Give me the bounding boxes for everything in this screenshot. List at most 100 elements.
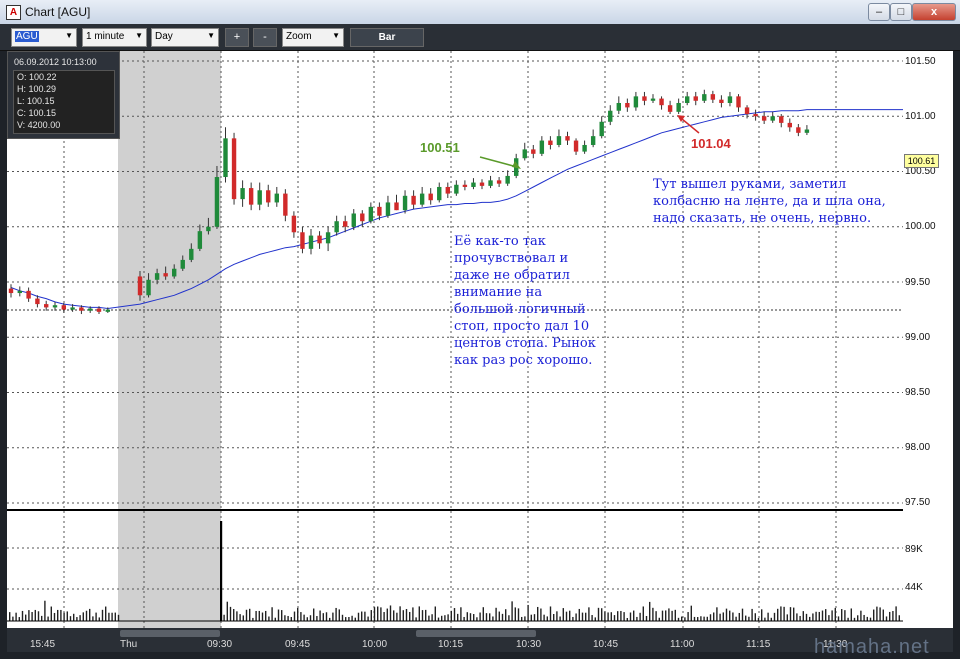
volume-bar — [741, 608, 744, 621]
bar-type-button[interactable]: Bar — [350, 28, 424, 47]
candle-up — [334, 221, 339, 233]
time-tick: 10:45 — [593, 639, 619, 650]
note-line: Её как-то так — [454, 234, 546, 249]
volume-bar — [316, 616, 318, 621]
candle-up — [385, 202, 391, 216]
zoom-select[interactable]: Zoom ▼ — [282, 28, 344, 47]
candle-up — [88, 308, 93, 311]
candle-up — [437, 186, 442, 201]
volume-bar — [588, 607, 590, 621]
chart-area[interactable] — [7, 51, 903, 628]
candle-up — [105, 309, 110, 312]
volume-bar — [700, 616, 702, 621]
volume-bar — [441, 615, 443, 621]
volume-bar — [645, 615, 648, 621]
volume-bar — [466, 612, 468, 621]
volume-bar — [847, 617, 849, 621]
volume-bar — [357, 612, 360, 621]
maximize-button[interactable]: □ — [890, 3, 912, 21]
volume-bar — [524, 616, 526, 621]
candle-up — [197, 231, 203, 249]
note-line: даже не обратил — [454, 268, 570, 283]
scrollbar-thumb-2[interactable] — [416, 630, 536, 637]
volume-bar — [377, 606, 379, 621]
volume-bar — [284, 615, 286, 621]
volume-bar — [793, 607, 795, 621]
volume-bar — [745, 615, 747, 621]
volume-bar — [642, 606, 644, 621]
volume-bar — [268, 616, 270, 621]
volume-bar — [565, 611, 568, 621]
symbol-select[interactable]: AGU ▼ — [11, 28, 77, 47]
volume-bar — [617, 611, 619, 621]
zoom-out-button[interactable]: - — [253, 28, 277, 47]
green-arrow-head — [512, 161, 521, 169]
volume-bar — [809, 616, 811, 621]
volume-bar — [31, 612, 33, 621]
candle-down — [667, 105, 673, 112]
candle-up — [154, 273, 160, 280]
scrollbar-thumb[interactable] — [120, 630, 220, 637]
price-tick: 99.50 — [905, 277, 931, 288]
candle-down — [779, 116, 784, 123]
minimize-button[interactable]: – — [868, 3, 890, 21]
volume-bar — [457, 613, 459, 621]
volume-bar — [501, 613, 504, 621]
volume-bar — [479, 612, 481, 621]
zoom-in-button[interactable]: + — [225, 28, 249, 47]
volume-bar — [66, 611, 68, 621]
volume-bar — [882, 609, 884, 621]
candle-down — [35, 298, 40, 305]
candle-up — [351, 213, 356, 227]
volume-bar — [553, 613, 555, 621]
volume-bar — [681, 616, 683, 621]
time-tick: 11:00 — [670, 639, 695, 650]
volume-bar — [476, 617, 478, 621]
volume-bar — [815, 611, 817, 621]
candle-up — [599, 121, 604, 137]
candle-down — [360, 213, 365, 222]
volume-bar — [751, 608, 753, 621]
volume-bar — [844, 610, 846, 621]
candle-up — [471, 182, 476, 187]
volume-bar — [85, 610, 88, 621]
volume-bar — [799, 615, 801, 621]
volume-bar — [485, 613, 488, 621]
time-tick: 11:30 — [823, 639, 848, 650]
note-left: Её как-то так прочувствовал и даже не об… — [454, 233, 596, 369]
volume-bar — [25, 614, 27, 621]
interval-select[interactable]: 1 minute ▼ — [82, 28, 147, 47]
volume-bar — [796, 613, 798, 621]
info-high: H: 100.29 — [17, 84, 57, 94]
volume-bar — [60, 609, 62, 621]
volume-bar — [521, 616, 523, 621]
volume-bar — [322, 613, 324, 621]
volume-bar — [546, 616, 548, 621]
range-select[interactable]: Day ▼ — [151, 28, 219, 47]
note-line: Тут вышел руками, заметил — [653, 177, 847, 192]
volume-bar — [597, 607, 600, 621]
volume-bar — [764, 617, 766, 621]
volume-bar — [533, 614, 536, 621]
volume-bar — [389, 605, 392, 621]
candle-up — [206, 226, 211, 232]
volume-bar — [757, 617, 760, 621]
candle-up — [582, 144, 587, 152]
volume-bar — [677, 617, 680, 621]
note-line: стоп, просто дал 10 — [454, 319, 590, 334]
volume-bar — [575, 613, 577, 621]
candle-up — [368, 206, 374, 222]
volume-bar — [249, 608, 251, 621]
volume-bar — [415, 617, 417, 621]
candle-up — [488, 180, 493, 186]
candle-up — [590, 136, 596, 145]
volume-bar — [92, 616, 94, 621]
candle-down — [343, 221, 348, 227]
volume-bar — [63, 612, 65, 621]
volume-bar — [373, 607, 376, 621]
volume-bar — [274, 617, 276, 621]
close-button[interactable]: x — [912, 3, 956, 21]
volume-bar — [9, 612, 11, 621]
volume-bar — [825, 609, 827, 621]
chevron-down-icon: ▼ — [65, 31, 73, 40]
